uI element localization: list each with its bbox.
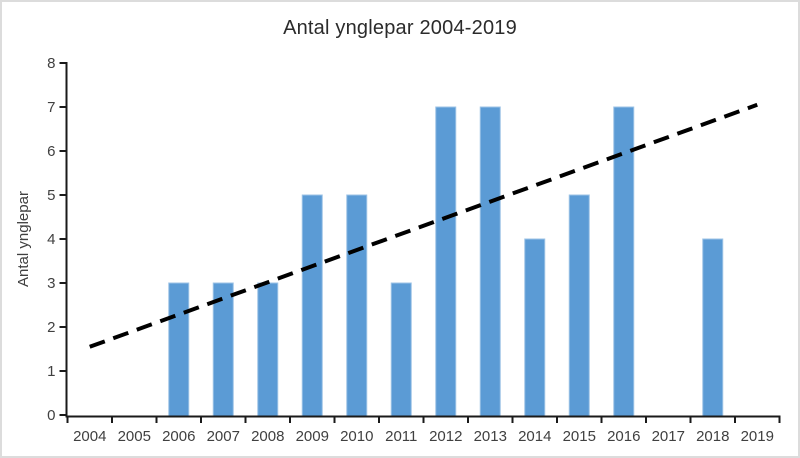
x-tick-label-2006: 2006 xyxy=(162,428,195,445)
x-tick-label-2017: 2017 xyxy=(652,428,685,445)
x-tick-label-2015: 2015 xyxy=(563,428,596,445)
x-tick-label-2005: 2005 xyxy=(118,428,151,445)
x-tick-label-2008: 2008 xyxy=(251,428,284,445)
bar-2012 xyxy=(435,106,457,417)
x-tick-label-2019: 2019 xyxy=(741,428,774,445)
x-tick-label-2013: 2013 xyxy=(474,428,507,445)
x-tick-label-2018: 2018 xyxy=(696,428,729,445)
bar-2018 xyxy=(702,238,724,417)
x-tick-label-2016: 2016 xyxy=(607,428,640,445)
y-tick-label-0: 0 xyxy=(47,407,55,424)
y-tick-label-5: 5 xyxy=(47,187,55,204)
bar-2010 xyxy=(346,194,368,417)
bar-2011 xyxy=(390,282,412,417)
trendline xyxy=(89,102,758,349)
x-tick-label-2007: 2007 xyxy=(207,428,240,445)
bar-2009 xyxy=(301,194,323,417)
bar-2014 xyxy=(524,238,546,417)
y-tick-label-1: 1 xyxy=(47,363,55,380)
x-tick-label-2009: 2009 xyxy=(296,428,329,445)
y-axis-title: Antal ynglepar xyxy=(15,191,32,287)
bar-2008 xyxy=(257,282,279,417)
y-tick-label-7: 7 xyxy=(47,99,55,116)
bar-2006 xyxy=(168,282,190,417)
y-tick-label-8: 8 xyxy=(47,55,55,72)
y-tick-label-6: 6 xyxy=(47,143,55,160)
y-tick-label-3: 3 xyxy=(47,275,55,292)
y-tick-label-4: 4 xyxy=(47,231,55,248)
bar-2013 xyxy=(479,106,501,417)
bar-2015 xyxy=(568,194,590,417)
x-tick-label-2011: 2011 xyxy=(385,428,417,445)
chart-title: Antal ynglepar 2004-2019 xyxy=(283,17,517,39)
bar-2016 xyxy=(613,106,635,417)
x-tick-label-2004: 2004 xyxy=(73,428,106,445)
x-tick-label-2010: 2010 xyxy=(340,428,373,445)
x-tick-label-2014: 2014 xyxy=(518,428,551,445)
y-tick-label-2: 2 xyxy=(47,319,55,336)
x-tick-label-2012: 2012 xyxy=(429,428,462,445)
